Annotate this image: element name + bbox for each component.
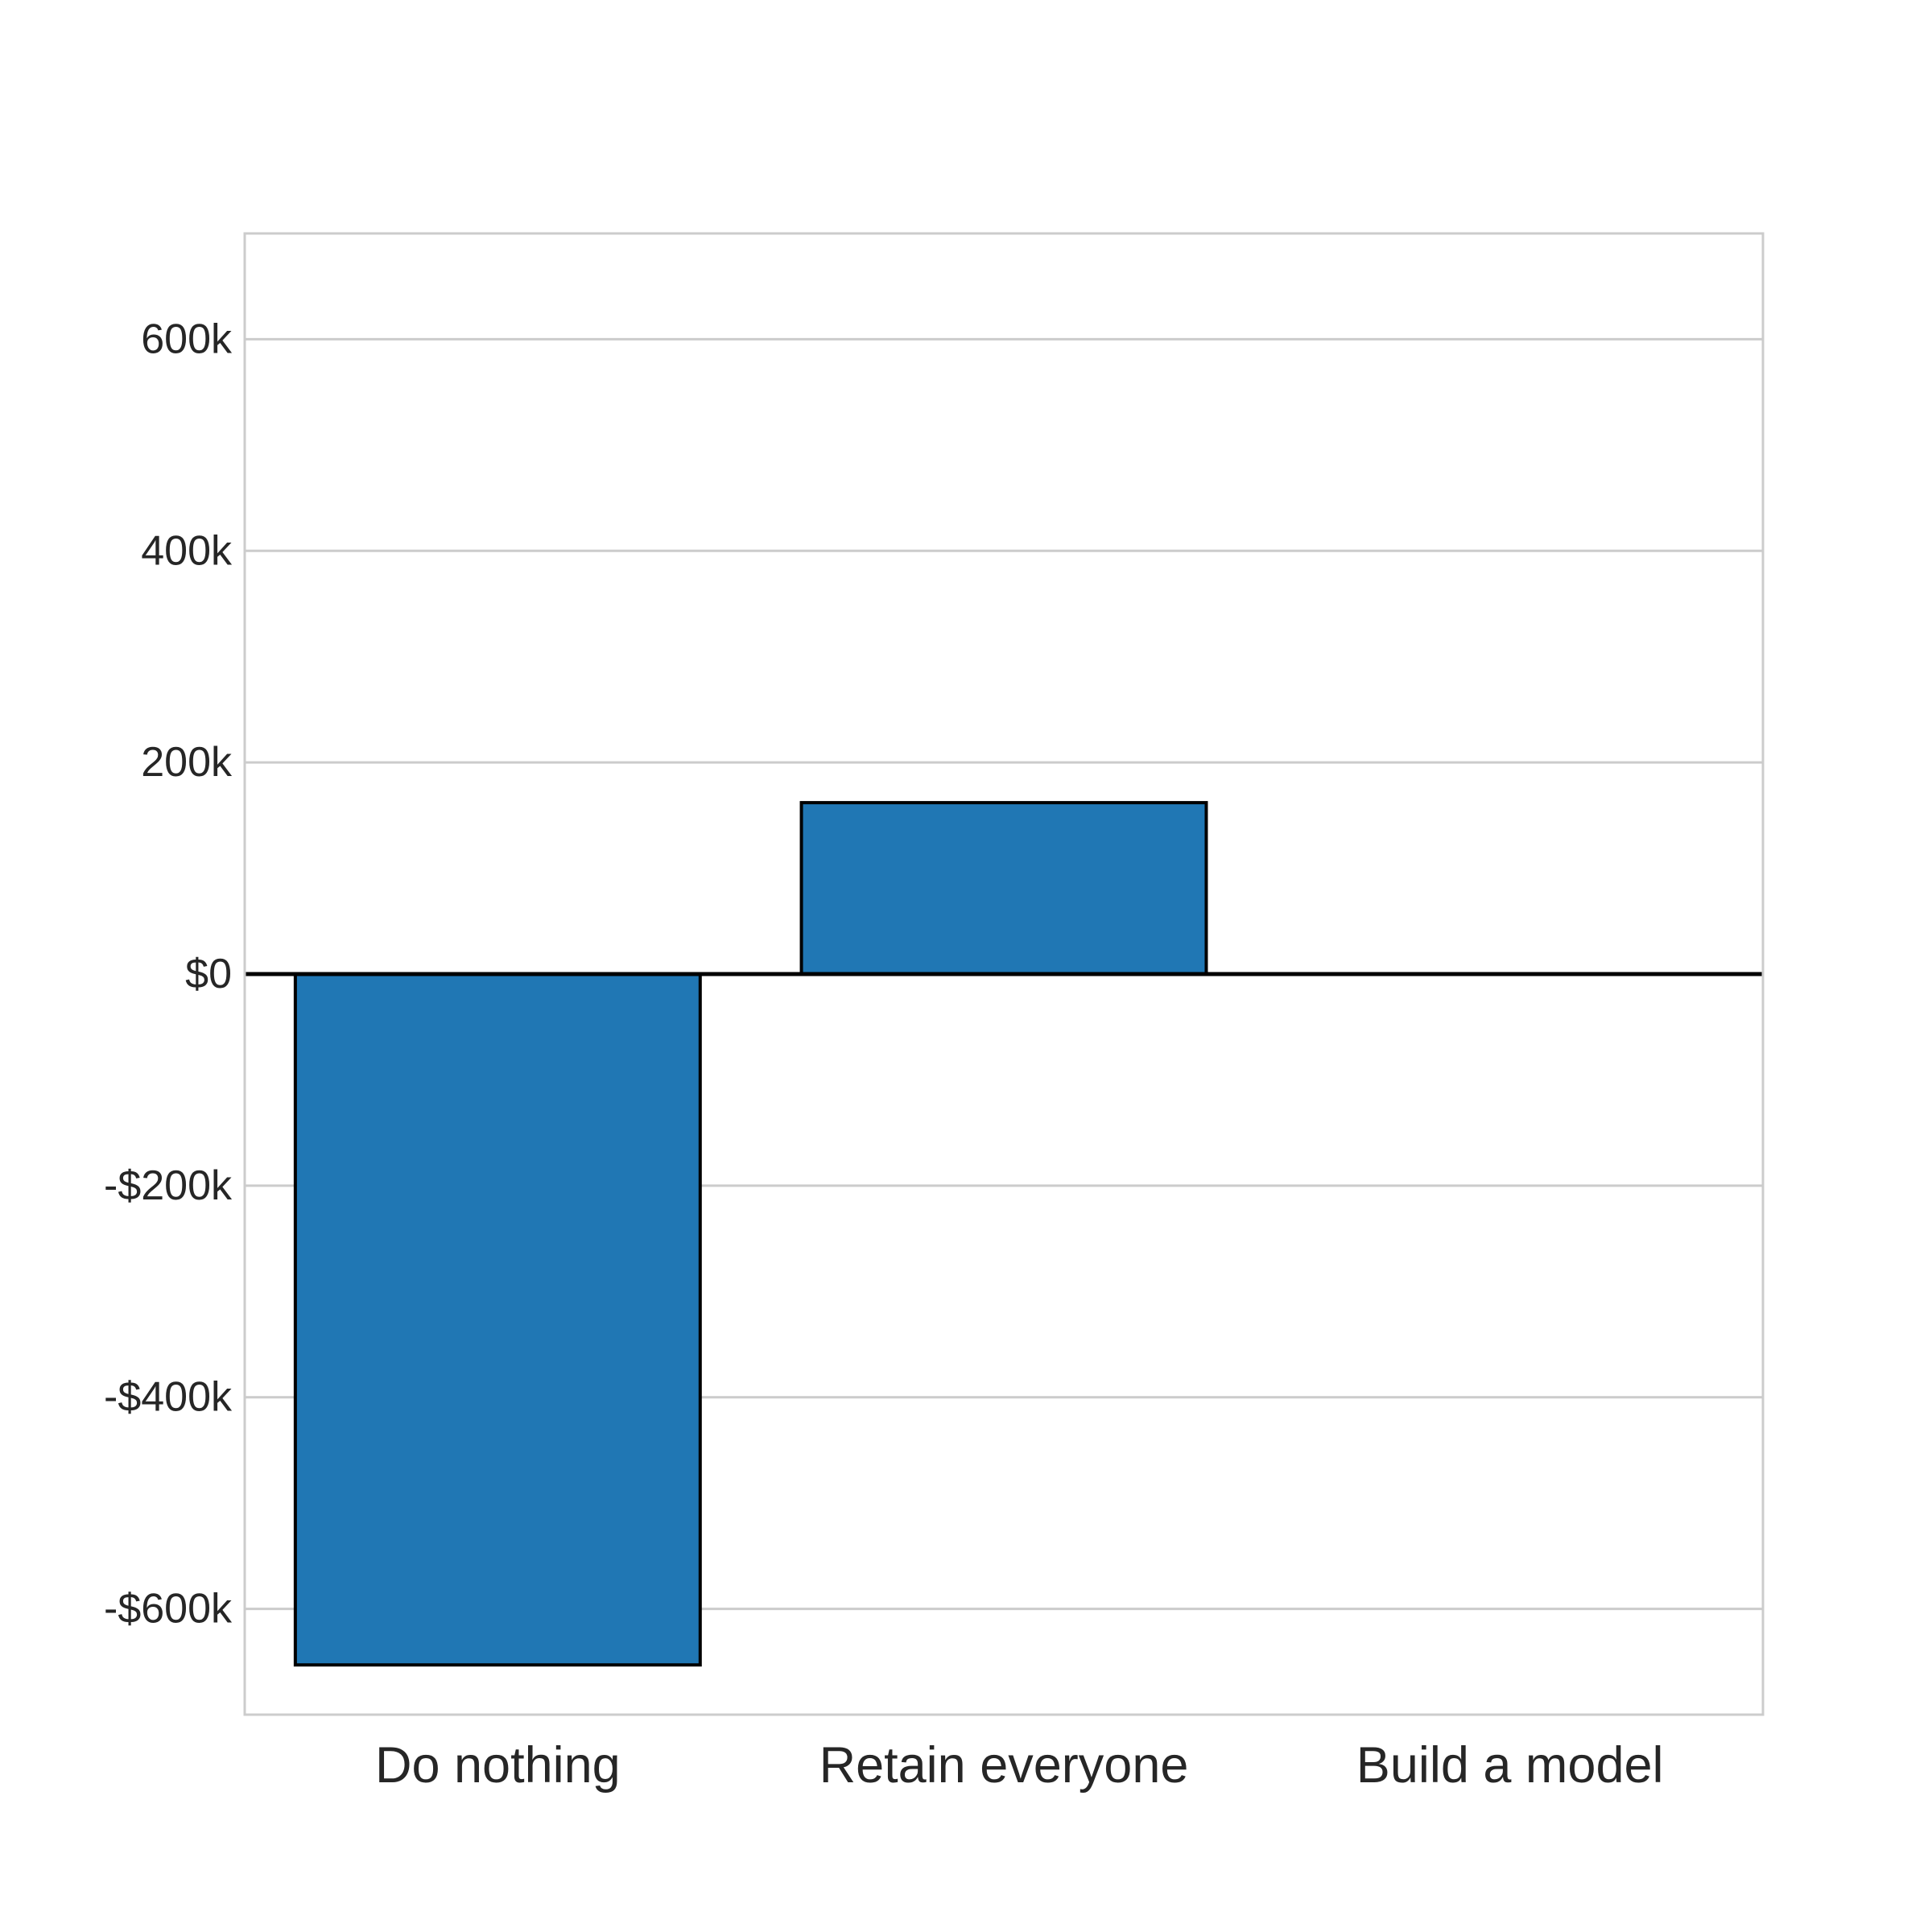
y-tick-labels: -$600k -$400k -$200k $0 200k 400k 600k	[104, 316, 233, 1632]
plot-frame	[243, 232, 1765, 1716]
y-tick-label: -$400k	[104, 1374, 233, 1421]
x-tick-label: Retain everyone	[819, 1737, 1189, 1794]
y-tick-label: $0	[185, 951, 232, 997]
y-tick-label: 600k	[141, 316, 233, 362]
bars	[293, 801, 1208, 1667]
bar-retain-everyone	[799, 801, 1208, 976]
y-tick-label: 400k	[141, 527, 233, 574]
x-tick-labels: Do nothing Retain everyone Build a model	[375, 1737, 1664, 1794]
x-tick-label: Do nothing	[375, 1737, 621, 1794]
y-tick-label: -$200k	[104, 1162, 233, 1209]
y-tick-label: 200k	[141, 739, 233, 786]
bar-do-nothing	[293, 972, 702, 1667]
x-tick-label: Build a model	[1356, 1737, 1664, 1794]
y-tick-label: -$600k	[104, 1586, 233, 1633]
